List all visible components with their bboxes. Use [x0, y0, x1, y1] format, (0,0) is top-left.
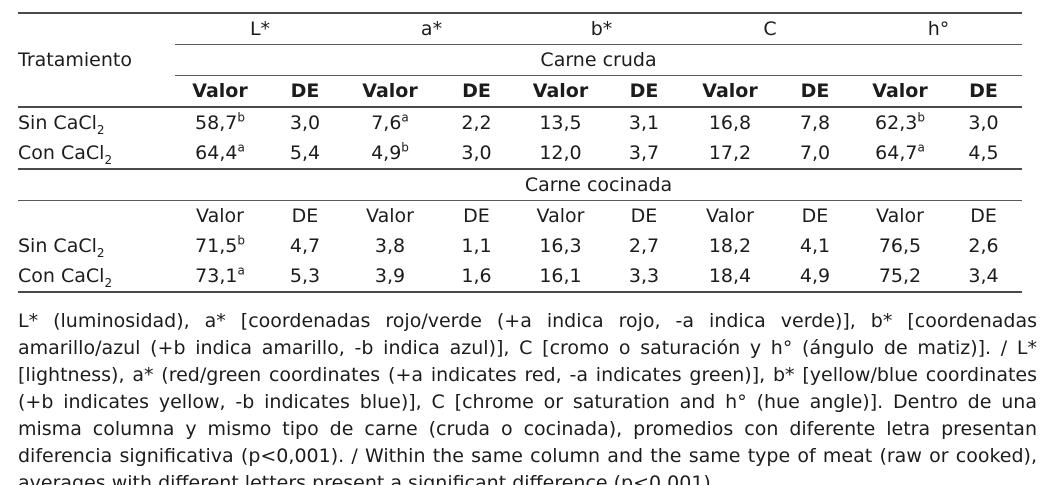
section-title-raw: Carne cruda	[175, 44, 1023, 76]
value-cell: 16,3	[539, 235, 582, 257]
subheader-valor: Valor	[855, 75, 945, 108]
value-cell: 18,2	[708, 235, 752, 257]
value-cell: 4,9b	[345, 138, 435, 170]
row-label: Con CaCl2	[18, 138, 175, 170]
subheader-valor: Valor	[366, 205, 414, 227]
subscript: 2	[104, 275, 113, 290]
treatment-column-header: Tratamiento	[18, 12, 175, 108]
value-cell: 13,5	[539, 112, 582, 134]
value-cell: 1,1	[461, 235, 492, 257]
spacer-cell	[18, 169, 175, 201]
subheader-de: DE	[435, 75, 518, 108]
value-cell: 3,0	[289, 112, 321, 134]
measure-header-row: Tratamiento L* a* b* C h°	[18, 12, 1023, 108]
value-cell: 64,4a	[175, 138, 265, 170]
subheader-de: DE	[291, 205, 319, 227]
table-row: Con CaCl2 64,4a 5,4 4,9b 3,0 12,0 3,7 17…	[18, 138, 1023, 170]
value-cell: 16,1	[518, 261, 603, 293]
subheader-de: DE	[945, 75, 1023, 108]
subheader-valor: Valor	[706, 205, 754, 227]
section-title-cooked: Carne cocinada	[175, 169, 1023, 201]
subscript: 2	[96, 245, 105, 260]
measure-header-L: L*	[175, 12, 345, 45]
row-label: Sin CaCl2	[18, 235, 105, 260]
subheader-de: DE	[463, 205, 490, 227]
subscript: 2	[104, 152, 113, 167]
table-row: Con CaCl2 73,1a 5,3 3,9 1,6 16,1 3,3 18,…	[18, 261, 1023, 293]
measure-header-b: b*	[518, 12, 685, 45]
value-cell: 4,9	[775, 261, 855, 293]
value-cell: 3,3	[603, 261, 685, 293]
value-cell: 62,3b	[875, 110, 925, 134]
value-cell: 3,7	[603, 138, 685, 170]
value-cell: 7,0	[775, 138, 855, 170]
value-cell: 1,6	[435, 261, 518, 293]
value-cell: 3,0	[435, 138, 518, 170]
measure-header-a: a*	[345, 12, 518, 45]
section-title-row-cooked: Carne cocinada	[18, 169, 1023, 201]
table-footnote: L* (luminosidad), a* [coordenadas rojo/v…	[18, 310, 1037, 485]
value-cell: 5,3	[265, 261, 345, 293]
section-title-row-raw: Carne cruda	[18, 44, 1023, 76]
value-cell: 4,5	[945, 138, 1023, 170]
row-label: Con CaCl2	[18, 261, 175, 293]
value-cell: 2,6	[968, 235, 999, 257]
subheader-row-raw: Valor DE Valor DE Valor DE Valor DE Valo…	[18, 75, 1023, 108]
value-cell: 2,2	[461, 112, 492, 134]
subheader-de: DE	[603, 75, 685, 108]
value-cell: 64,7a	[855, 138, 945, 170]
subheader-valor: Valor	[345, 75, 435, 108]
value-cell: 7,6a	[371, 110, 409, 134]
subheader-de: DE	[970, 205, 997, 227]
spacer-cell	[18, 201, 175, 232]
subheader-valor: Valor	[196, 205, 244, 227]
subheader-valor: Valor	[175, 75, 265, 108]
row-label: Sin CaCl2	[18, 112, 105, 137]
value-cell: 71,5b	[195, 233, 245, 257]
subheader-valor: Valor	[536, 205, 585, 227]
table-row: Sin CaCl2 71,5b 4,7 3,8 1,1 16,3 2,7 18,…	[18, 231, 1022, 261]
value-cell: 5,4	[265, 138, 345, 170]
value-cell: 75,2	[855, 261, 945, 293]
subheader-valor: Valor	[685, 75, 775, 108]
value-cell: 3,4	[945, 261, 1023, 293]
value-cell: 2,7	[628, 235, 660, 257]
value-cell: 73,1a	[175, 261, 265, 293]
table-row: Sin CaCl2 58,7b 3,0 7,6a 2,2 13,5 3,1 16…	[18, 107, 1022, 138]
subheader-de: DE	[265, 75, 345, 108]
subscript: 2	[96, 122, 105, 137]
value-cell: 7,8	[799, 112, 831, 134]
value-cell: 3,9	[345, 261, 435, 293]
subheader-valor: Valor	[876, 205, 924, 227]
value-cell: 4,7	[289, 235, 321, 257]
color-measurements-table: Tratamiento L* a* b* C h° Carne cruda Va…	[18, 12, 1023, 293]
subheader-row-cooked: Valor DE Valor DE Valor DE Valor DE Valo…	[18, 201, 1022, 232]
value-cell: 76,5	[878, 235, 922, 257]
value-cell: 18,4	[685, 261, 775, 293]
subheader-de: DE	[775, 75, 855, 108]
measure-header-C: C	[685, 12, 855, 45]
value-cell: 17,2	[685, 138, 775, 170]
value-cell: 16,8	[708, 112, 752, 134]
value-cell: 3,0	[968, 112, 999, 134]
subheader-valor: Valor	[518, 75, 603, 108]
value-cell: 58,7b	[195, 110, 245, 134]
measure-header-h: h°	[855, 12, 1023, 45]
value-cell: 3,1	[628, 112, 660, 134]
value-cell: 12,0	[518, 138, 603, 170]
subheader-de: DE	[801, 205, 829, 227]
subheader-de: DE	[630, 205, 658, 227]
value-cell: 4,1	[799, 235, 831, 257]
value-cell: 3,8	[374, 235, 406, 257]
